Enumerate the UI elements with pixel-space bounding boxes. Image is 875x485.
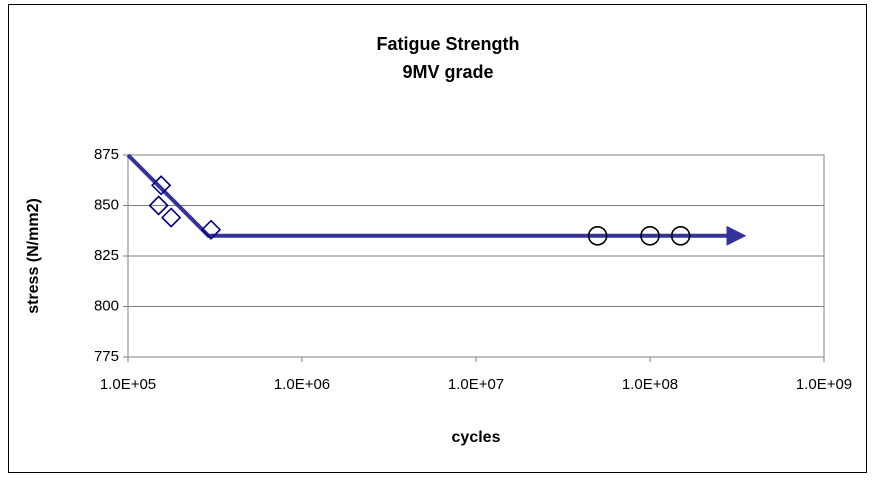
x-tick-label: 1.0E+09 [796, 376, 852, 393]
y-tick-label: 850 [94, 196, 119, 213]
chart-subtitle: 9MV grade [402, 62, 493, 82]
y-tick-label: 825 [94, 247, 119, 264]
y-tick-label: 875 [94, 146, 119, 163]
y-axis-label: stress (N/mm2) [25, 198, 42, 314]
diamond-marker [150, 175, 172, 196]
diamond-marker [148, 195, 169, 216]
x-tick-label: 1.0E+08 [622, 376, 678, 393]
x-tick-label: 1.0E+07 [448, 376, 504, 393]
chart-title: Fatigue Strength [377, 34, 520, 54]
circle-marker [587, 226, 608, 246]
diamond-marker [200, 219, 222, 240]
y-tick-label: 800 [94, 297, 119, 314]
y-tick-label: 775 [94, 348, 119, 365]
x-tick-label: 1.0E+05 [100, 376, 156, 393]
circle-marker [670, 226, 691, 246]
circle-marker [640, 226, 660, 246]
x-axis-label: cycles [452, 429, 501, 446]
diamond-marker [161, 207, 182, 228]
chart-frame [8, 4, 867, 473]
x-tick-label: 1.0E+06 [274, 376, 330, 393]
